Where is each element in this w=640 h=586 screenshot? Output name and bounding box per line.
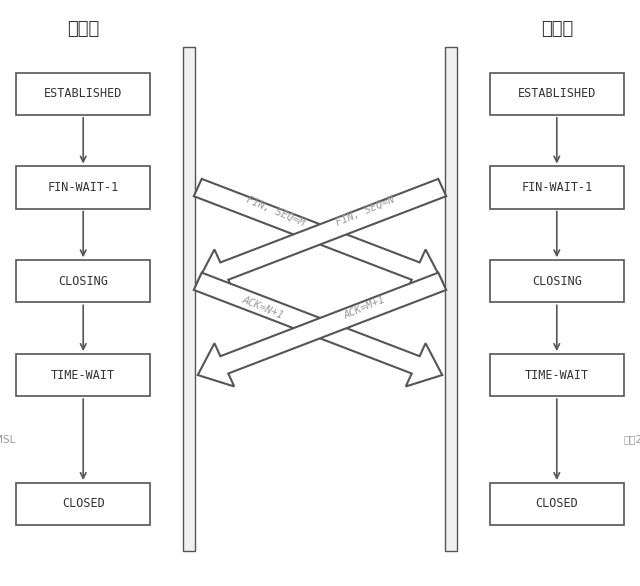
Text: CLOSED: CLOSED	[62, 498, 104, 510]
Text: FIN, SEQ=M: FIN, SEQ=M	[244, 195, 306, 227]
Text: ESTABLISHED: ESTABLISHED	[518, 87, 596, 100]
FancyBboxPatch shape	[490, 354, 624, 396]
FancyBboxPatch shape	[16, 73, 150, 115]
Text: 等待2MSL: 等待2MSL	[624, 434, 640, 445]
Text: 服务端: 服务端	[541, 21, 573, 38]
Text: FIN, SEQ=N: FIN, SEQ=N	[334, 195, 396, 227]
Text: 等待2MSL: 等待2MSL	[0, 434, 16, 445]
Text: CLOSING: CLOSING	[532, 275, 582, 288]
Polygon shape	[194, 272, 442, 387]
FancyBboxPatch shape	[16, 354, 150, 396]
Text: ESTABLISHED: ESTABLISHED	[44, 87, 122, 100]
Text: FIN-WAIT-1: FIN-WAIT-1	[521, 181, 593, 194]
Text: CLOSING: CLOSING	[58, 275, 108, 288]
Text: TIME-WAIT: TIME-WAIT	[525, 369, 589, 381]
Text: ACK=N+1: ACK=N+1	[240, 295, 285, 321]
Text: FIN-WAIT-1: FIN-WAIT-1	[47, 181, 119, 194]
FancyBboxPatch shape	[16, 483, 150, 525]
Bar	[183, 47, 195, 551]
Bar	[445, 47, 457, 551]
Text: CLOSED: CLOSED	[536, 498, 578, 510]
Text: ACK=M+1: ACK=M+1	[342, 295, 387, 321]
FancyBboxPatch shape	[490, 166, 624, 209]
Polygon shape	[194, 179, 442, 293]
Text: 客户端: 客户端	[67, 21, 99, 38]
Polygon shape	[198, 272, 446, 387]
FancyBboxPatch shape	[16, 166, 150, 209]
Polygon shape	[198, 179, 446, 293]
FancyBboxPatch shape	[490, 73, 624, 115]
Text: TIME-WAIT: TIME-WAIT	[51, 369, 115, 381]
FancyBboxPatch shape	[490, 260, 624, 302]
FancyBboxPatch shape	[16, 260, 150, 302]
FancyBboxPatch shape	[490, 483, 624, 525]
